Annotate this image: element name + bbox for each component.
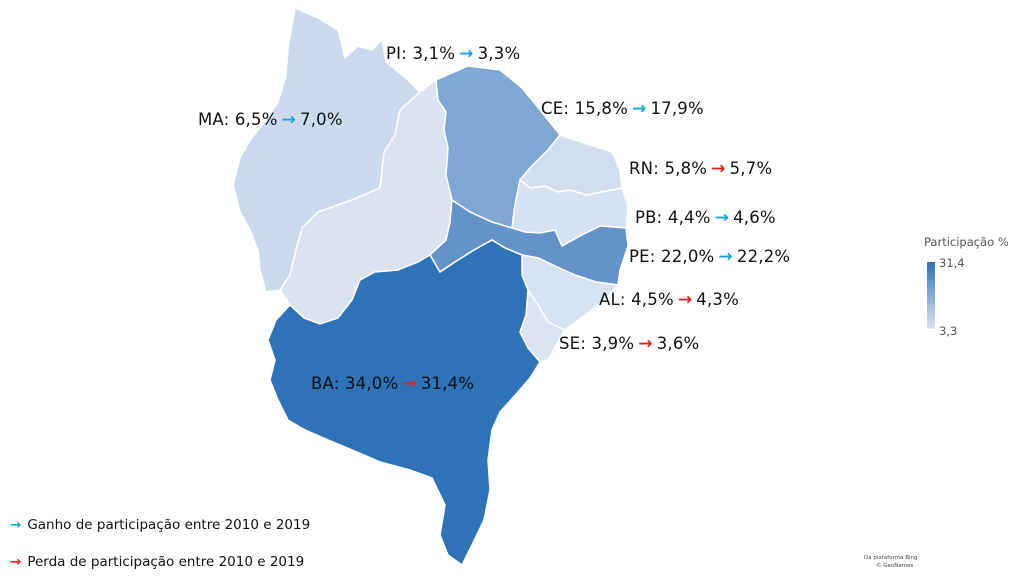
state-label-pe: PE: 22,0% → 22,2% [629, 247, 791, 267]
legend-title: Participação % [924, 235, 1009, 249]
legend-max-value: 31,4 [939, 256, 965, 270]
loss-arrow-icon: → [711, 159, 726, 179]
loss-arrow-icon: → [638, 334, 653, 354]
map-credit-bing: Da plataforma Bing [864, 555, 918, 561]
legend-gradient-bar [927, 262, 935, 329]
state-ba[interactable] [267, 239, 541, 567]
loss-arrow-icon: → [402, 374, 417, 394]
gain-arrow-icon: → [10, 517, 22, 533]
state-label-pi: PI: 3,1% → 3,3% [386, 44, 521, 64]
legend-min-value: 3,3 [939, 324, 958, 338]
state-label-rn: RN: 5,8% → 5,7% [629, 159, 773, 179]
state-label-se: SE: 3,9% → 3,6% [559, 334, 700, 354]
loss-arrow-icon: → [677, 290, 693, 310]
key-loss: → Perda de participação entre 2010 e 2019 [10, 554, 305, 570]
key-gain: → Ganho de participação entre 2010 e 2019 [10, 517, 311, 533]
state-label-ce: CE: 15,8% → 17,9% [541, 99, 704, 119]
map-credit-geonames: © GeoNames [876, 563, 914, 569]
gain-arrow-icon: → [632, 99, 647, 119]
gain-arrow-icon: → [459, 44, 474, 64]
gain-arrow-icon: → [714, 208, 730, 228]
loss-arrow-icon: → [10, 554, 22, 570]
gain-arrow-icon: → [718, 247, 733, 267]
state-label-ba: BA: 34,0% → 31,4% [311, 374, 475, 394]
gain-arrow-icon: → [281, 110, 297, 130]
state-label-al: AL: 4,5% → 4,3% [599, 290, 739, 310]
state-label-pb: PB: 4,4% → 4,6% [635, 208, 776, 228]
state-label-ma: MA: 6,5% → 7,0% [198, 110, 343, 130]
